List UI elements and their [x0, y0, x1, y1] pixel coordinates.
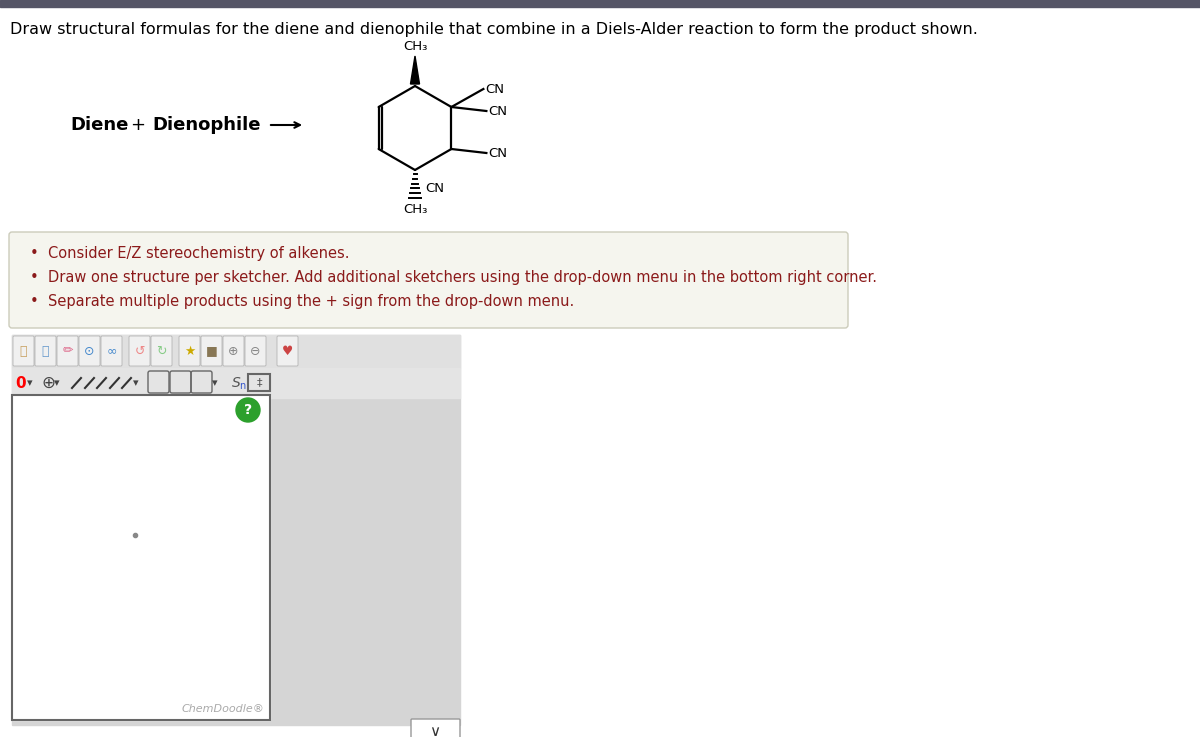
- Text: 0: 0: [16, 375, 26, 391]
- FancyBboxPatch shape: [13, 336, 34, 366]
- Text: CH₃: CH₃: [403, 203, 427, 216]
- Text: ∞: ∞: [107, 344, 116, 357]
- Polygon shape: [410, 56, 420, 84]
- Text: CN: CN: [485, 83, 504, 96]
- Text: Dienophile: Dienophile: [152, 116, 260, 134]
- Bar: [12, 395, 270, 720]
- FancyBboxPatch shape: [58, 336, 78, 366]
- FancyBboxPatch shape: [277, 336, 298, 366]
- Text: 🧪: 🧪: [42, 344, 49, 357]
- Bar: [12, 335, 460, 368]
- Text: CN: CN: [488, 147, 508, 159]
- Text: CN: CN: [488, 105, 508, 117]
- Text: n: n: [239, 381, 245, 391]
- Bar: [12, 395, 270, 720]
- Text: ∨: ∨: [430, 724, 440, 737]
- Text: ↺: ↺: [134, 344, 145, 357]
- Text: Diene: Diene: [70, 116, 128, 134]
- Text: ?: ?: [244, 403, 252, 417]
- FancyBboxPatch shape: [79, 336, 100, 366]
- Text: •  Separate multiple products using the + sign from the drop-down menu.: • Separate multiple products using the +…: [30, 293, 575, 309]
- Text: Draw structural formulas for the diene and dienophile that combine in a Diels-Al: Draw structural formulas for the diene a…: [10, 22, 978, 37]
- Text: ★: ★: [184, 344, 196, 357]
- FancyBboxPatch shape: [245, 336, 266, 366]
- FancyBboxPatch shape: [151, 336, 172, 366]
- FancyBboxPatch shape: [10, 232, 848, 328]
- FancyBboxPatch shape: [101, 336, 122, 366]
- Text: ✏: ✏: [62, 344, 73, 357]
- Text: +: +: [130, 116, 145, 134]
- Text: ChemDoodle®: ChemDoodle®: [181, 704, 264, 714]
- Text: ▾: ▾: [212, 378, 218, 388]
- FancyBboxPatch shape: [130, 336, 150, 366]
- Text: S: S: [232, 376, 241, 390]
- Text: ▾: ▾: [133, 378, 139, 388]
- FancyBboxPatch shape: [202, 336, 222, 366]
- FancyBboxPatch shape: [35, 336, 56, 366]
- Bar: [12, 368, 460, 398]
- Text: ⊕: ⊕: [228, 344, 239, 357]
- Text: •  Consider E/Z stereochemistry of alkenes.: • Consider E/Z stereochemistry of alkene…: [30, 245, 349, 260]
- Text: 🖐: 🖐: [19, 344, 28, 357]
- Bar: [0, 0, 1200, 7]
- Text: ‡: ‡: [257, 377, 262, 388]
- Text: ↻: ↻: [156, 344, 167, 357]
- Text: CH₃: CH₃: [403, 40, 427, 53]
- Text: ♥: ♥: [282, 344, 293, 357]
- Text: ⊙: ⊙: [84, 344, 95, 357]
- Bar: [12, 335, 460, 725]
- Text: •  Draw one structure per sketcher. Add additional sketchers using the drop-down: • Draw one structure per sketcher. Add a…: [30, 270, 877, 284]
- Text: ■: ■: [205, 344, 217, 357]
- Text: ▾: ▾: [28, 378, 32, 388]
- Text: ⊕: ⊕: [41, 374, 55, 392]
- FancyBboxPatch shape: [410, 719, 460, 737]
- FancyBboxPatch shape: [223, 336, 244, 366]
- Text: CN: CN: [425, 181, 444, 195]
- Circle shape: [236, 398, 260, 422]
- Text: ▾: ▾: [54, 378, 60, 388]
- FancyBboxPatch shape: [179, 336, 200, 366]
- Text: ⊖: ⊖: [251, 344, 260, 357]
